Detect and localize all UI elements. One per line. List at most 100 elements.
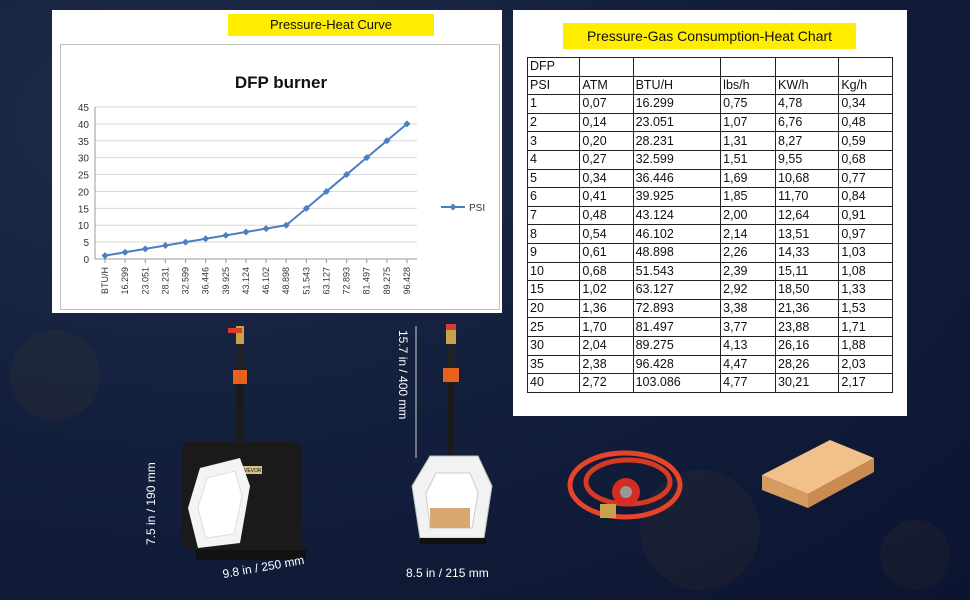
table-cell: 103.086 — [632, 373, 722, 393]
table-cell: 4,78 — [774, 94, 840, 114]
x-tick-label: 39.925 — [221, 267, 231, 295]
table-cell: 21,36 — [774, 298, 840, 319]
line-chart: DFP burner 0 5 10 15 20 25 30 35 40 45 BTU/H 16.299… — [60, 44, 500, 310]
table-cell — [579, 57, 634, 77]
x-tick-label: 36.446 — [201, 267, 211, 295]
table-cell: 1,53 — [838, 298, 893, 319]
table-cell: 2,38 — [579, 354, 634, 375]
table-cell: 1,03 — [838, 242, 893, 263]
table-row: 8 0,54 46.102 2,14 13,51 0,97 — [526, 224, 893, 244]
table-cell: 20 — [526, 298, 581, 319]
table-cell: 28,26 — [774, 354, 840, 375]
pressure-heat-chart-panel: Pressure-Heat Curve DFP burner 0 5 10 15 20 2… — [52, 10, 502, 313]
regulator-dial — [620, 486, 632, 498]
x-tick-label: 46.102 — [261, 267, 271, 295]
bokeh-light — [640, 470, 760, 590]
table-cell: 4,47 — [720, 354, 776, 375]
table-cell: 6,76 — [774, 112, 840, 133]
forge-front-image: VEVOR — [182, 326, 306, 560]
table-cell: 2,72 — [579, 373, 634, 393]
table-cell: 10 — [526, 261, 581, 282]
table-row: 20 1,36 72.893 3,38 21,36 1,53 — [526, 298, 893, 319]
table-cell: 0,75 — [720, 94, 776, 114]
table-cell: 0,77 — [838, 168, 893, 189]
y-tick-label: 30 — [78, 154, 90, 165]
table-cell: 30 — [526, 335, 581, 356]
table-cell: 12,64 — [774, 205, 840, 226]
y-tick-label: 20 — [78, 187, 90, 198]
table-row: 6 0,41 39.925 1,85 11,70 0,84 — [526, 187, 893, 207]
table-cell: 0,54 — [579, 224, 634, 244]
table-row: 3 0,20 28.231 1,31 8,27 0,59 — [526, 131, 893, 151]
table-cell: 3 — [526, 131, 581, 151]
table-cell: 1 — [526, 94, 581, 114]
brick-side — [808, 458, 874, 508]
table-cell: 0,34 — [579, 168, 634, 189]
y-tick-label: 35 — [78, 137, 90, 148]
table-cell: 1,69 — [720, 168, 776, 189]
data-point — [363, 154, 371, 162]
chart-svg: DFP burner 0 5 10 15 20 25 30 35 40 45 BTU/H 16.299… — [78, 73, 485, 295]
table-cell: 25 — [526, 317, 581, 337]
table-header-cell: BTU/H — [632, 75, 722, 96]
table-cell: 0,97 — [838, 224, 893, 244]
table-header-cell: ATM — [579, 75, 634, 96]
table-cell: 0,84 — [838, 187, 893, 207]
x-tick-label: 63.127 — [321, 267, 331, 295]
table-cell: 0,34 — [838, 94, 893, 114]
air-collar — [233, 370, 247, 384]
burner-pipe-top — [237, 344, 243, 370]
table-cell: 0,48 — [838, 112, 893, 133]
x-tick-label: 81.497 — [362, 267, 372, 295]
table-cell: 63.127 — [632, 280, 722, 300]
table-cell: 43.124 — [632, 205, 722, 226]
table-row: 40 2,72 103.086 4,77 30,21 2,17 — [526, 373, 893, 393]
table-row: 5 0,34 36.446 1,69 10,68 0,77 — [526, 168, 893, 189]
table-cell — [838, 57, 893, 77]
table-cell: 2 — [526, 112, 581, 133]
table-cell: 96.428 — [632, 354, 722, 375]
table-cell: 14,33 — [774, 242, 840, 263]
chart-caption: Pressure-Heat Curve — [228, 14, 434, 36]
data-point — [222, 231, 230, 239]
y-tick-label: 45 — [78, 103, 90, 114]
table-cell: 0,91 — [838, 205, 893, 226]
table-cell: 28.231 — [632, 131, 722, 151]
table-cell: 0,59 — [838, 131, 893, 151]
table-row: 2 0,14 23.051 1,07 6,76 0,48 — [526, 112, 893, 133]
table-cell: 1,08 — [838, 261, 893, 282]
table-row: 25 1,70 81.497 3,77 23,88 1,71 — [526, 317, 893, 337]
table-cell: 16.299 — [632, 94, 722, 114]
data-point — [121, 248, 129, 256]
table-cell: 2,92 — [720, 280, 776, 300]
chart-title: DFP burner — [235, 73, 328, 92]
table-cell: 72.893 — [632, 298, 722, 319]
data-point — [262, 225, 270, 233]
table-cell: 23,88 — [774, 317, 840, 337]
table-cell: 2,17 — [838, 373, 893, 393]
table-row: 7 0,48 43.124 2,00 12,64 0,91 — [526, 205, 893, 226]
table-row: 35 2,38 96.428 4,47 28,26 2,03 — [526, 354, 893, 375]
table-cell: 40 — [526, 373, 581, 393]
table-cell: 0,48 — [579, 205, 634, 226]
brand-label: VEVOR — [244, 468, 262, 474]
x-tick-label: 48.898 — [281, 267, 291, 295]
table-cell: 51.543 — [632, 261, 722, 282]
table-header-row: PSI ATM BTU/H lbs/h KW/h Kg/h — [526, 75, 893, 96]
table-group-row: DFP — [526, 57, 893, 77]
fire-brick-image — [762, 440, 874, 508]
table-cell: 15,11 — [774, 261, 840, 282]
table-cell: DFP — [526, 57, 581, 77]
bokeh-light — [10, 330, 100, 420]
table-cell: 46.102 — [632, 224, 722, 244]
table-cell: 0,68 — [579, 261, 634, 282]
table-cell: 2,04 — [579, 335, 634, 356]
data-point — [242, 228, 250, 236]
side-fire-brick — [430, 508, 470, 528]
data-point — [202, 235, 210, 243]
table-cell: 8,27 — [774, 131, 840, 151]
table-cell: 6 — [526, 187, 581, 207]
x-tick-label: 96.428 — [402, 267, 412, 295]
table-cell — [632, 57, 722, 77]
table-cell: 4,13 — [720, 335, 776, 356]
